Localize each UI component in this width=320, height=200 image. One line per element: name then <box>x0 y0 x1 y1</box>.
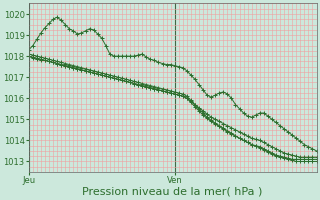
X-axis label: Pression niveau de la mer( hPa ): Pression niveau de la mer( hPa ) <box>83 187 263 197</box>
